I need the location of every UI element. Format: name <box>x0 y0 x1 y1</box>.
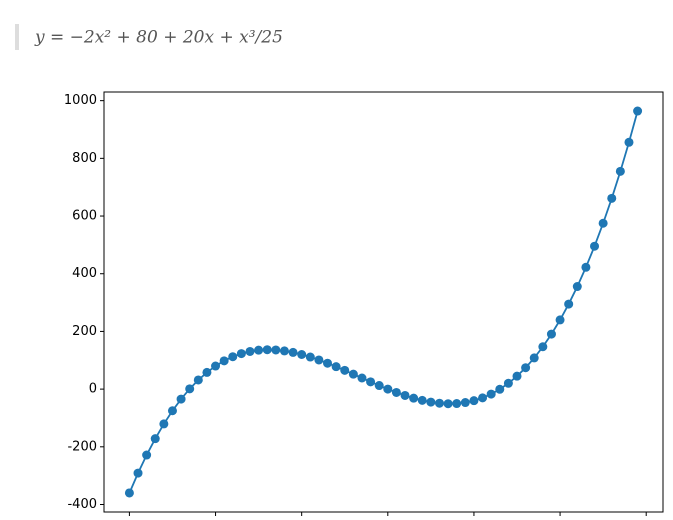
line <box>128 110 639 494</box>
marker <box>236 349 246 359</box>
marker <box>262 345 272 355</box>
marker <box>590 241 600 251</box>
marker <box>219 356 229 366</box>
marker <box>254 345 264 355</box>
marker <box>495 384 505 394</box>
marker <box>512 371 522 381</box>
plot-frame <box>103 91 664 513</box>
marker <box>564 299 574 309</box>
marker <box>443 399 453 409</box>
marker <box>391 387 401 397</box>
y-tick-label: 1000 <box>64 93 97 108</box>
marker <box>486 389 496 399</box>
marker <box>167 406 177 416</box>
marker <box>374 381 384 391</box>
formula: y = −2x² + 80 + 20x + x³/25 <box>34 28 283 48</box>
marker <box>572 282 582 292</box>
marker <box>271 345 281 355</box>
y-tick-label: -200 <box>67 439 97 454</box>
marker <box>176 394 186 404</box>
marker <box>598 218 608 228</box>
marker <box>228 352 238 362</box>
marker <box>202 367 212 377</box>
marker <box>314 355 324 365</box>
marker <box>529 353 539 363</box>
marker <box>452 399 462 409</box>
marker <box>297 350 307 359</box>
marker <box>417 395 427 405</box>
marker <box>503 378 513 388</box>
marker <box>538 342 548 352</box>
marker <box>193 375 203 385</box>
marker <box>581 262 591 272</box>
marker <box>323 358 333 368</box>
marker <box>185 384 195 394</box>
marker <box>133 468 143 478</box>
marker <box>426 397 436 407</box>
marker <box>478 393 488 403</box>
y-tick-label: 800 <box>72 151 97 166</box>
marker <box>409 393 419 403</box>
y-tick-label: 0 <box>89 382 97 397</box>
marker <box>279 346 289 356</box>
marker <box>400 390 410 400</box>
marker <box>460 398 470 408</box>
y-tick-label: 400 <box>72 266 97 281</box>
marker <box>348 369 358 379</box>
y-tick-label: 200 <box>72 324 97 339</box>
marker <box>245 346 255 356</box>
marker <box>150 434 160 444</box>
marker <box>555 315 565 325</box>
marker <box>159 419 169 429</box>
marker <box>615 166 625 176</box>
marker <box>546 329 556 339</box>
marker <box>366 377 376 387</box>
quote-bar <box>15 24 19 50</box>
marker <box>142 450 152 460</box>
marker <box>124 488 134 498</box>
marker <box>305 352 315 362</box>
marker <box>469 396 479 406</box>
y-tick-label: 600 <box>72 209 97 224</box>
marker <box>340 365 350 375</box>
marker <box>633 106 643 116</box>
marker <box>331 362 341 372</box>
marker <box>357 373 367 383</box>
marker <box>624 137 634 147</box>
marker <box>288 347 298 357</box>
marker <box>383 384 393 394</box>
y-tick-label: -400 <box>67 497 97 512</box>
marker <box>607 193 617 203</box>
marker <box>434 398 444 408</box>
marker <box>521 363 531 373</box>
marker <box>211 361 221 371</box>
